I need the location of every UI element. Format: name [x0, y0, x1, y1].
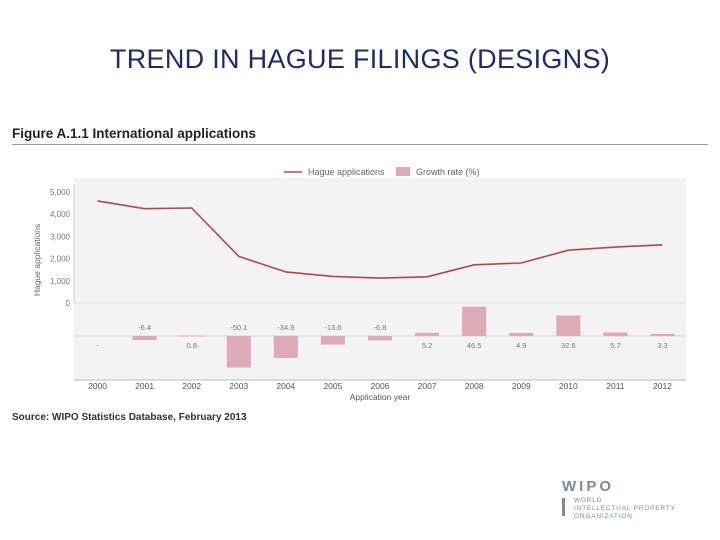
x-tick-label: 2007 — [418, 381, 437, 391]
chart-legend: Hague applications Growth rate (%) — [284, 167, 480, 177]
wipo-logo-line: WORLD — [574, 497, 603, 504]
growth-bar-label: 4.9 — [516, 341, 526, 350]
legend-bar-swatch — [396, 167, 410, 176]
growth-bar — [179, 335, 204, 337]
x-tick-label: 2009 — [512, 381, 531, 391]
growth-bar — [226, 336, 251, 368]
growth-bar-label: 46.5 — [467, 341, 482, 350]
growth-bar — [603, 332, 628, 336]
wipo-logo-text: WORLD INTELLECTUAL PROPERTY ORGANIZATION — [574, 497, 676, 521]
slide-title: TREND IN HAGUE FILINGS (DESIGNS) — [109, 44, 611, 74]
y-tick-label: 3,000 — [50, 232, 71, 241]
growth-bar-label: 0.8 — [186, 341, 196, 350]
wipo-logo: WIPO WORLD INTELLECTUAL PROPERTY ORGANIZ… — [562, 478, 675, 520]
growth-bar-label: -13.6 — [324, 323, 341, 332]
growth-bar-label: 5.2 — [422, 341, 432, 350]
x-tick-label: 2005 — [323, 381, 342, 391]
growth-bar-label: -34.9 — [277, 323, 294, 332]
growth-bars — [132, 306, 675, 368]
growth-bar — [273, 336, 298, 358]
growth-bar — [415, 332, 440, 336]
growth-bar-label: -6.4 — [138, 323, 151, 332]
y-tick-label: 4,000 — [50, 210, 71, 219]
wipo-logo-line: ORGANIZATION — [574, 513, 633, 520]
applications-line — [97, 200, 663, 279]
x-tick-label: 2006 — [371, 381, 390, 391]
growth-bar — [650, 333, 675, 336]
x-tick-label: 2001 — [135, 381, 154, 391]
x-tick-label: 2012 — [653, 381, 672, 391]
y-tick-label: 0 — [66, 299, 71, 308]
growth-bar — [556, 315, 581, 336]
x-tick-label: 2002 — [182, 381, 201, 391]
growth-bar-label: 5.7 — [610, 341, 620, 350]
growth-bar-label: - — [96, 341, 99, 350]
growth-bar — [132, 336, 157, 341]
growth-bar-label: 32.6 — [561, 341, 576, 350]
wipo-logo-line: INTELLECTUAL PROPERTY — [574, 505, 676, 512]
applications-line-path — [97, 200, 663, 279]
growth-bar-label: -50.1 — [230, 323, 247, 332]
growth-bar — [509, 332, 534, 336]
figure-divider — [12, 144, 708, 145]
x-tick-label: 2000 — [88, 381, 107, 391]
x-axis-label: Application year — [350, 392, 411, 402]
hague-chart: Hague applications Growth rate (%) 5,000 4… — [32, 167, 686, 402]
y-tick-label: 2,000 — [50, 255, 71, 264]
y-axis-label: Hague applications — [32, 224, 42, 296]
growth-bar-label: -6.8 — [374, 323, 387, 332]
y-tick-label: 5,000 — [50, 188, 71, 197]
growth-bar-label: 3.3 — [657, 341, 667, 350]
growth-bar — [320, 336, 345, 345]
growth-bar — [368, 336, 392, 341]
x-tick-label: 2004 — [276, 381, 295, 391]
source-note: Source: WIPO Statistics Database, Februa… — [12, 412, 247, 423]
legend-line-label: Hague applications — [308, 167, 385, 177]
plot-background — [74, 178, 686, 380]
growth-bar-labels: - -6.4 0.8 -50.1 -34.9 -13.6 -6.8 5.2 46.5 4.9 32.… — [96, 323, 667, 350]
x-axis: 2000 2001 2002 2003 2004 2005 2006 2007 2008 2009… — [74, 379, 686, 391]
growth-bar — [462, 306, 487, 336]
legend-bar-label: Growth rate (%) — [416, 167, 480, 177]
wipo-logo-word: WIPO — [562, 478, 614, 495]
x-tick-label: 2003 — [229, 381, 248, 391]
wipo-logo-bar — [562, 498, 565, 516]
x-tick-label: 2010 — [559, 381, 578, 391]
y-tick-label: 1,000 — [50, 277, 71, 286]
x-tick-label: 2008 — [465, 381, 484, 391]
figure-title: Figure A.1.1 International applications — [12, 126, 257, 141]
x-tick-label: 2011 — [606, 381, 625, 391]
